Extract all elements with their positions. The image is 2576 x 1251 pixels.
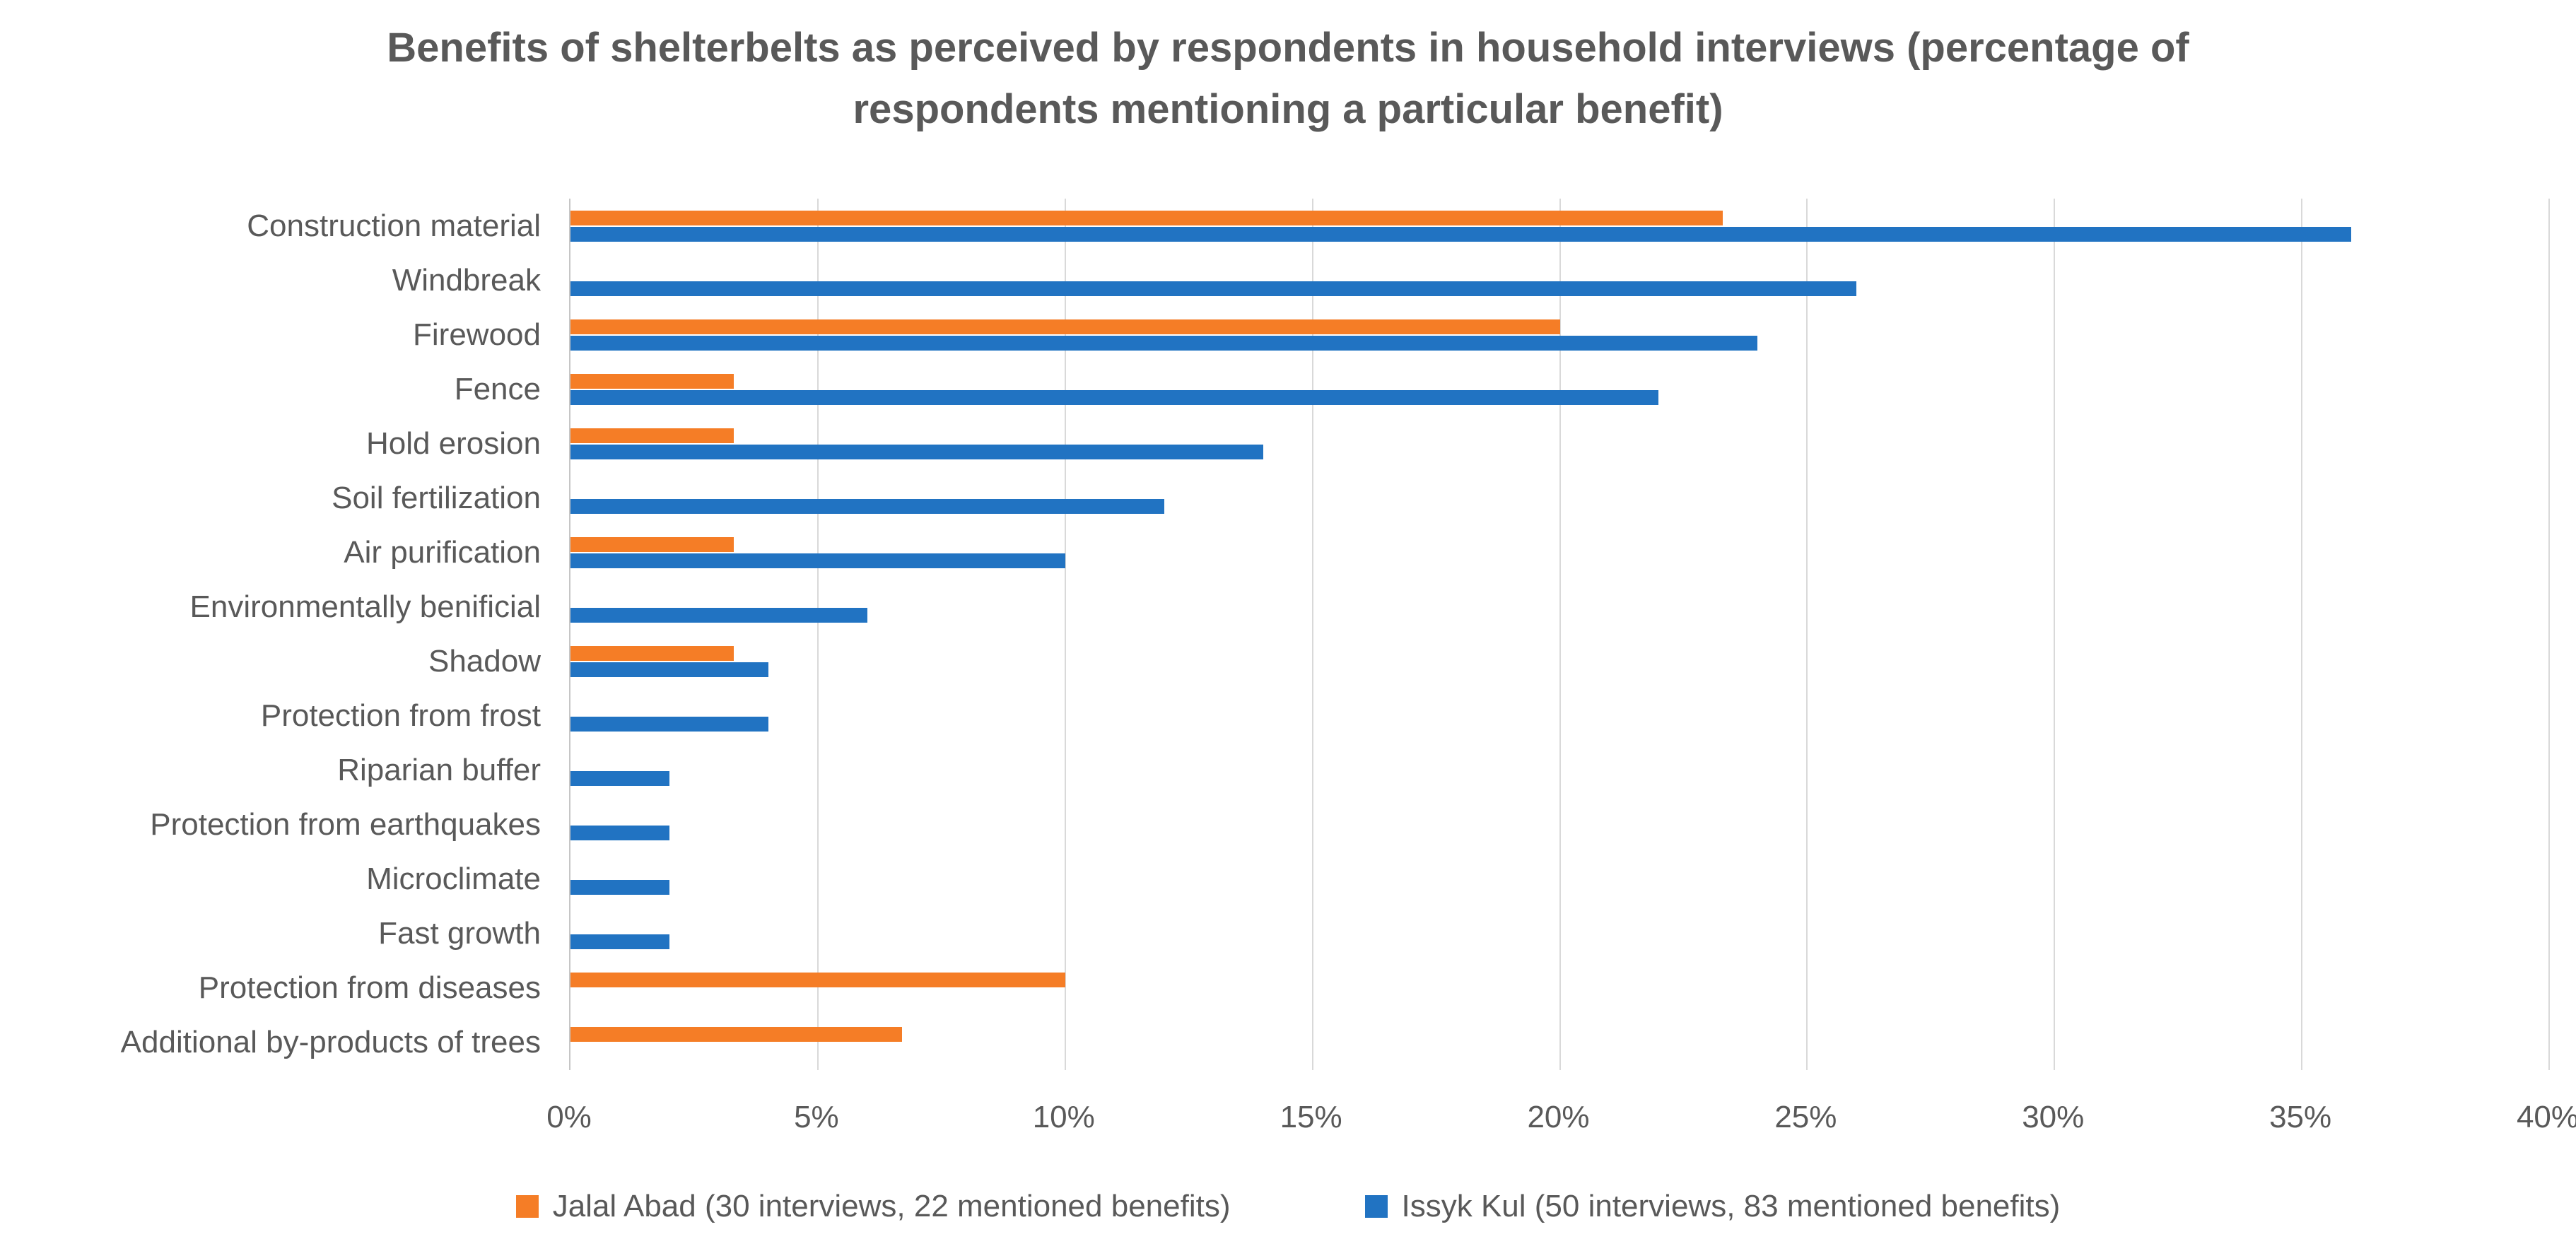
bar-issyk-kul — [570, 771, 669, 787]
category-label: Air purification — [344, 534, 541, 570]
gridline — [816, 199, 819, 1070]
category-row: Riparian buffer — [337, 744, 2549, 798]
gridline — [1806, 199, 1808, 1070]
bar-jalal-abad — [570, 1027, 902, 1042]
category-row: Firewood — [413, 307, 2549, 362]
x-tick-label: 5% — [794, 1100, 839, 1134]
x-tick-label: 25% — [1774, 1100, 1837, 1134]
x-tick-label: 30% — [2022, 1100, 2085, 1134]
legend-label: Jalal Abad (30 interviews, 22 mentioned … — [552, 1189, 1231, 1223]
bar-issyk-kul — [570, 226, 2352, 242]
category-row: Air purification — [344, 525, 2549, 580]
gridline — [1311, 199, 1313, 1070]
legend-swatch-icon — [515, 1195, 539, 1218]
bar-issyk-kul — [570, 444, 1263, 459]
category-row: Windbreak — [392, 253, 2549, 307]
legend-swatch-icon — [1364, 1195, 1388, 1218]
category-row: Construction material — [247, 199, 2549, 253]
bar-issyk-kul — [570, 826, 669, 841]
category-row: Soil fertilization — [332, 471, 2549, 525]
gridline — [2548, 199, 2550, 1070]
x-tick-label: 15% — [1280, 1100, 1342, 1134]
legend-label: Issyk Kul (50 interviews, 83 mentioned b… — [1401, 1189, 2061, 1223]
category-row: Protection from diseases — [199, 961, 2549, 1016]
category-row: Protection from frost — [261, 689, 2549, 744]
bar-jalal-abad — [570, 646, 734, 662]
category-row: Microclimate — [366, 852, 2549, 907]
category-label: Riparian buffer — [337, 753, 541, 788]
category-label: Windbreak — [392, 262, 541, 298]
bar-issyk-kul — [570, 880, 669, 895]
category-row: Fence — [455, 362, 2549, 416]
category-row: Environmentally benificial — [190, 580, 2549, 634]
category-row: Hold erosion — [366, 416, 2549, 471]
category-label: Soil fertilization — [332, 480, 541, 515]
legend-item-issyk-kul: Issyk Kul (50 interviews, 83 mentioned b… — [1364, 1189, 2061, 1224]
category-label: Fence — [454, 371, 541, 406]
category-row: Fast growth — [378, 907, 2549, 961]
x-tick-label: 35% — [2269, 1100, 2332, 1134]
category-row: Additional by-products of trees — [121, 1016, 2549, 1070]
plot-area: Construction material Windbreak Firewood Fe… — [121, 199, 2550, 1070]
bar-issyk-kul — [570, 607, 867, 623]
x-axis-tick-labels: 0% 5% 10% 15% 20% 25% 30% 35% 40% — [546, 1100, 2576, 1142]
gridline — [2054, 199, 2056, 1070]
legend: Jalal Abad (30 interviews, 22 mentioned … — [0, 1189, 2576, 1224]
bar-issyk-kul — [570, 553, 1065, 568]
x-tick-label: 20% — [1527, 1100, 1590, 1134]
category-label: Protection from frost — [260, 698, 541, 734]
category-row: Protection from earthquakes — [150, 798, 2549, 852]
gridline — [2301, 199, 2303, 1070]
category-label: Hold erosion — [365, 425, 541, 461]
bar-issyk-kul — [570, 717, 768, 732]
x-tick-label: 0% — [546, 1100, 592, 1134]
category-label: Protection from diseases — [198, 970, 541, 1006]
bar-issyk-kul — [570, 281, 1857, 296]
category-label: Environmentally benificial — [189, 589, 541, 624]
chart-title: Benefits of shelterbelts as perceived by… — [387, 25, 2189, 132]
bar-jalal-abad — [570, 428, 734, 443]
category-label: Construction material — [247, 208, 541, 243]
bar-jalal-abad — [570, 210, 1723, 225]
category-label: Firewood — [413, 317, 541, 352]
bar-issyk-kul — [570, 662, 768, 678]
category-row: Shadow — [428, 635, 2549, 689]
legend-item-jalal-abad: Jalal Abad (30 interviews, 22 mentioned … — [515, 1189, 1231, 1224]
category-label: Protection from earthquakes — [150, 807, 541, 842]
bar-issyk-kul — [570, 498, 1164, 514]
bar-jalal-abad — [570, 973, 1065, 988]
x-tick-label: 10% — [1032, 1100, 1095, 1134]
category-label: Shadow — [428, 644, 541, 679]
x-tick-label: 40% — [2516, 1100, 2576, 1134]
bar-issyk-kul — [570, 934, 669, 950]
bar-jalal-abad — [570, 536, 734, 552]
category-rows: Construction material Windbreak Firewood Fe… — [121, 199, 2549, 1070]
category-label: Additional by-products of trees — [120, 1025, 541, 1060]
bar-issyk-kul — [570, 389, 1659, 405]
bar-jalal-abad — [570, 373, 734, 389]
category-label: Microclimate — [366, 862, 541, 897]
gridline — [1559, 199, 1561, 1070]
bar-jalal-abad — [570, 319, 1560, 334]
bar-issyk-kul — [570, 335, 1758, 351]
gridline — [1064, 199, 1066, 1070]
category-label: Fast growth — [378, 916, 541, 951]
